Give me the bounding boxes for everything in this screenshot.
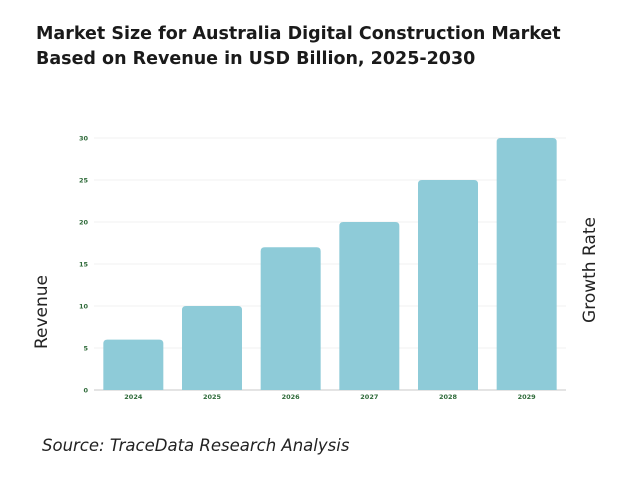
y-tick-label: 25: [79, 176, 89, 184]
bars: [103, 138, 557, 390]
source-note: Source: TraceData Research Analysis: [42, 436, 350, 455]
bar-2027: [339, 222, 400, 390]
y-tick-label: 30: [79, 134, 89, 142]
x-tick-label: 2028: [439, 393, 458, 401]
bar-2025: [182, 306, 242, 390]
x-tick-label: 2025: [203, 393, 222, 401]
x-tick-label: 2024: [124, 393, 143, 401]
bar-2026: [260, 247, 321, 390]
chart-title: Market Size for Australia Digital Constr…: [36, 24, 561, 69]
bar-2029: [496, 138, 557, 390]
bar-2024: [103, 339, 164, 390]
x-tick-label: 2026: [282, 393, 301, 401]
grid-lines: [94, 137, 566, 391]
x-tick-label: 2027: [360, 393, 378, 401]
bar-2028: [418, 180, 478, 390]
y-tick-label: 0: [83, 386, 88, 394]
y-tick-label: 15: [79, 260, 89, 268]
y-tick-label: 20: [79, 218, 89, 226]
x-tick-label: 2029: [518, 393, 537, 401]
y-tick-label: 5: [83, 344, 88, 352]
y-tick-label: 10: [79, 302, 89, 310]
